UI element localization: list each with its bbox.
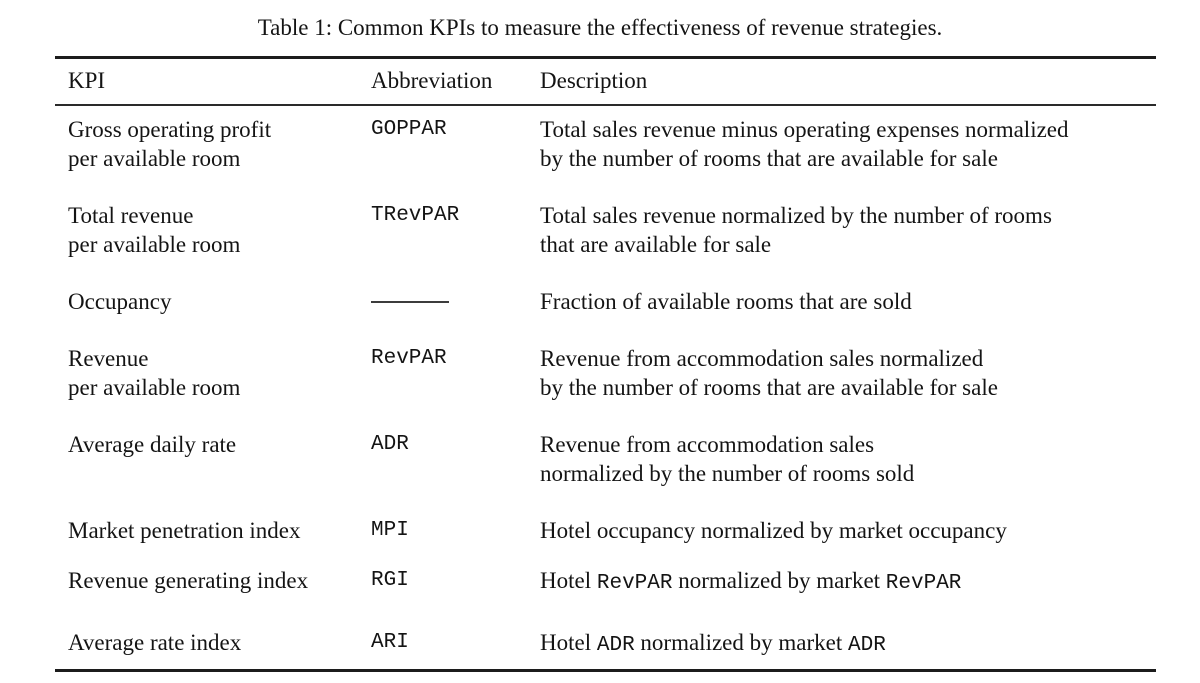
table-row: Revenue per available room RevPAR Revenue f… — [55, 344, 1156, 402]
description-cell: Hotel occupancy normalized by market occ… — [540, 516, 1156, 545]
kpi-cell: Occupancy — [55, 287, 371, 316]
table-bottom-rule — [55, 669, 1156, 672]
kpi-line: Occupancy — [68, 289, 172, 314]
kpi-line: Revenue generating index — [68, 568, 309, 593]
abbreviation-cell: ARI — [371, 631, 409, 654]
inline-text: that are available for sale — [540, 232, 772, 257]
abbreviation-cell: GOPPAR — [371, 118, 447, 141]
kpi-cell: Revenue per available room — [55, 344, 371, 402]
kpi-table: KPI Abbreviation Description Gross opera… — [55, 56, 1156, 672]
kpi-line: per available room — [68, 232, 241, 257]
table-row: Average daily rate ADR Revenue from accomm… — [55, 430, 1156, 488]
description-line: Revenue from accommodation sales — [540, 430, 1156, 459]
table-row: Total revenue per available room TRevPAR To… — [55, 201, 1156, 259]
inline-text: Total sales revenue normalized by the nu… — [540, 203, 1052, 228]
abbreviation-cell — [371, 287, 540, 316]
kpi-line: Market penetration index — [68, 518, 301, 543]
kpi-cell: Revenue generating index — [55, 566, 371, 598]
kpi-line: per available room — [68, 375, 241, 400]
table-row: Average rate index ARI Hotel ADR normalize… — [55, 628, 1156, 660]
inline-text: normalized by market — [634, 630, 848, 655]
table-row: Gross operating profit per available room… — [55, 115, 1156, 173]
description-cell: Revenue from accommodation sales normali… — [540, 344, 1156, 402]
description-line: by the number of rooms that are availabl… — [540, 373, 1156, 402]
inline-code: RevPAR — [596, 572, 673, 595]
inline-text: Revenue from accommodation sales — [540, 432, 875, 457]
table-header-rule — [55, 104, 1156, 106]
abbreviation-cell: TRevPAR — [371, 204, 460, 227]
description-cell: Hotel RevPAR normalized by market RevPAR — [540, 566, 1156, 598]
description-cell: Fraction of available rooms that are sol… — [540, 287, 1156, 316]
description-line: that are available for sale — [540, 230, 1156, 259]
abbreviation-cell: MPI — [371, 519, 409, 542]
description-line: Total sales revenue minus operating expe… — [540, 115, 1156, 144]
abbreviation-cell: ADR — [371, 433, 409, 456]
kpi-cell: Market penetration index — [55, 516, 371, 545]
table-body: Gross operating profit per available room… — [55, 106, 1156, 669]
description-cell: Hotel ADR normalized by market ADR — [540, 628, 1156, 660]
kpi-cell: Total revenue per available room — [55, 201, 371, 259]
description-line: normalized by the number of rooms sold — [540, 459, 1156, 488]
header-kpi: KPI — [68, 68, 106, 93]
no-abbreviation-dash — [371, 301, 449, 303]
table-row: Revenue generating index RGI Hotel RevPAR … — [55, 566, 1156, 598]
inline-text: by the number of rooms that are availabl… — [540, 375, 998, 400]
description-cell: Total sales revenue minus operating expe… — [540, 115, 1156, 173]
description-line: Total sales revenue normalized by the nu… — [540, 201, 1156, 230]
table-caption: Table 1: Common KPIs to measure the effe… — [257, 15, 943, 40]
kpi-line: Gross operating profit — [68, 117, 272, 142]
description-line: Hotel RevPAR normalized by market RevPAR — [540, 566, 1156, 598]
inline-text: Revenue from accommodation sales normali… — [540, 346, 984, 371]
inline-text: Hotel — [540, 568, 597, 593]
kpi-cell: Gross operating profit per available room — [55, 115, 371, 173]
description-cell: Revenue from accommodation sales normaliz… — [540, 430, 1156, 488]
inline-code: ADR — [596, 634, 635, 657]
abbreviation-cell: RevPAR — [371, 347, 447, 370]
kpi-line: Total revenue — [68, 203, 194, 228]
inline-text: normalized by the number of rooms sold — [540, 461, 915, 486]
description-line: Hotel occupancy normalized by market occ… — [540, 516, 1156, 545]
kpi-line: Revenue — [68, 346, 149, 371]
inline-text: by the number of rooms that are availabl… — [540, 146, 998, 171]
description-line: Fraction of available rooms that are sol… — [540, 287, 1156, 316]
kpi-line: Average rate index — [68, 630, 242, 655]
table-top-rule — [55, 56, 1156, 59]
description-line: by the number of rooms that are availabl… — [540, 144, 1156, 173]
description-cell: Total sales revenue normalized by the nu… — [540, 201, 1156, 259]
inline-text: Hotel — [540, 630, 597, 655]
inline-text: normalized by market — [672, 568, 886, 593]
kpi-cell: Average daily rate — [55, 430, 371, 488]
header-abbreviation: Abbreviation — [371, 68, 493, 93]
inline-code: ADR — [847, 634, 886, 657]
table-row: Occupancy Fraction of available rooms tha… — [55, 287, 1156, 316]
header-description: Description — [540, 68, 648, 93]
kpi-cell: Average rate index — [55, 628, 371, 660]
kpi-line: per available room — [68, 146, 241, 171]
inline-text: Hotel occupancy normalized by market occ… — [540, 518, 1007, 543]
description-line: Revenue from accommodation sales normali… — [540, 344, 1156, 373]
inline-text: Fraction of available rooms that are sol… — [540, 289, 912, 314]
description-line: Hotel ADR normalized by market ADR — [540, 628, 1156, 660]
table-header-row: KPI Abbreviation Description — [55, 59, 1156, 104]
table-row: Market penetration index MPI Hotel occupan… — [55, 516, 1156, 545]
kpi-line: Average daily rate — [68, 432, 237, 457]
abbreviation-cell: RGI — [371, 569, 409, 592]
inline-code: RevPAR — [885, 572, 962, 595]
inline-text: Total sales revenue minus operating expe… — [540, 117, 1069, 142]
